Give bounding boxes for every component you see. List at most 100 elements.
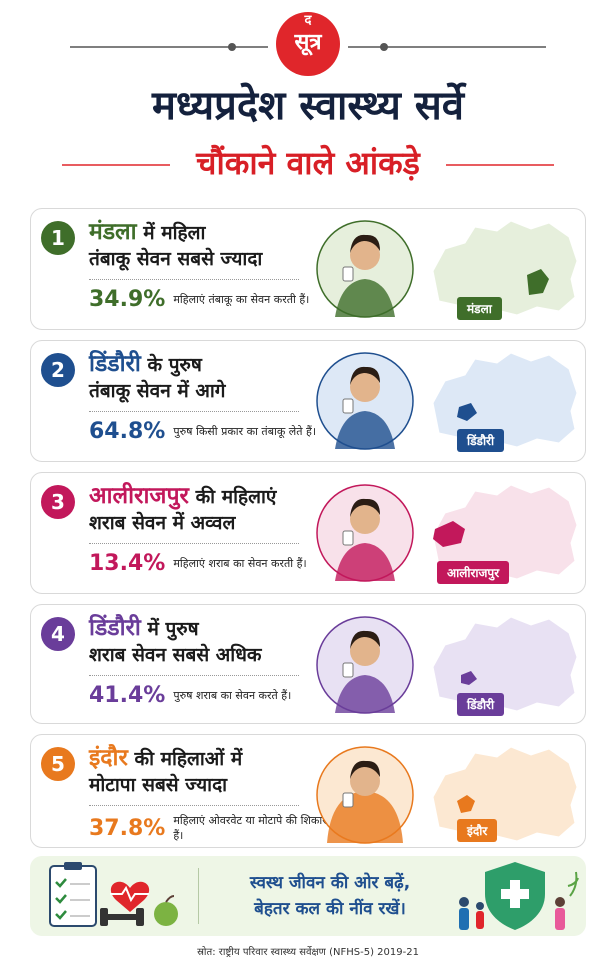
state-outline xyxy=(432,352,578,448)
person-body xyxy=(335,411,395,449)
slogan-line: बेहतर कल की नींव रखें। xyxy=(254,899,406,919)
separator xyxy=(89,411,299,412)
heading-rest: की महिलाओं में xyxy=(134,748,243,770)
stat-value: 34.9% xyxy=(89,287,166,312)
person-head xyxy=(350,372,380,402)
person-hair xyxy=(350,234,380,253)
separator xyxy=(89,279,299,280)
stat-text: पुरुष शराब का सेवन करते हैं। xyxy=(173,689,292,702)
card-heading: इंदौर की महिलाओं में मोटापा सबसे ज्यादा xyxy=(89,745,242,798)
stat-value: 64.8% xyxy=(89,419,166,444)
place: डिंडौरी xyxy=(89,351,141,377)
card-number: 1 xyxy=(41,221,75,255)
heading-line: शराब सेवन सबसे अधिक xyxy=(89,644,262,666)
stat-text: पुरुष किसी प्रकार का तंबाकू लेते हैं। xyxy=(173,425,317,438)
health-icons xyxy=(49,862,178,927)
map-label: आलीराजपुर xyxy=(437,561,510,584)
divider xyxy=(198,868,199,924)
person-hair xyxy=(350,760,380,779)
person-head xyxy=(350,504,380,534)
card-heading: आलीराजपुर की महिलाएं शराब सेवन में अव्वल xyxy=(89,483,276,536)
district xyxy=(433,521,465,547)
illustration xyxy=(316,220,414,318)
heading-line: मंडला में महिला xyxy=(89,219,262,246)
card: 5 इंदौर की महिलाओं में मोटापा सबसे ज्यादा 3… xyxy=(30,734,586,848)
stat-text: महिलाएं तंबाकू का सेवन करती हैं। xyxy=(173,293,310,306)
state-outline xyxy=(432,220,578,316)
logo-main: सूत्र xyxy=(294,30,322,55)
map: डिंडौरी xyxy=(427,347,583,455)
stat-value: 41.4% xyxy=(89,683,166,708)
card-number: 2 xyxy=(41,353,75,387)
heading-line: डिंडौरी में पुरुष xyxy=(89,615,262,642)
card-heading: मंडला में महिला तंबाकू सेवन सबसे ज्यादा xyxy=(89,219,262,272)
card-number: 3 xyxy=(41,485,75,519)
card: 2 डिंडौरी के पुरुष तंबाकू सेवन में आगे 64.8… xyxy=(30,340,586,462)
heading-rest: में महिला xyxy=(143,222,206,244)
map-shape xyxy=(432,484,578,580)
place: इंदौर xyxy=(89,745,128,771)
cup xyxy=(342,530,354,546)
district xyxy=(457,795,475,813)
subtitle: चौंकाने वाले आंकड़े xyxy=(196,144,420,182)
map-shape xyxy=(432,746,578,842)
slogan: स्वस्थ जीवन की ओर बढ़ें, बेहतर कल की नीं… xyxy=(230,870,430,922)
map-label: मंडला xyxy=(457,297,502,320)
heading-rest: के पुरुष xyxy=(147,354,202,376)
person-head xyxy=(350,240,380,270)
cup xyxy=(342,398,354,414)
state-outline xyxy=(432,746,578,842)
stat: 13.4% महिलाएं शराब का सेवन करती हैं। xyxy=(89,551,307,576)
illustration xyxy=(316,616,414,714)
person-body xyxy=(335,279,395,317)
source: स्रोत: राष्ट्रीय परिवार स्वास्थ्य सर्वेक… xyxy=(197,947,419,958)
illustration xyxy=(316,746,414,844)
card-heading: डिंडौरी के पुरुष तंबाकू सेवन में आगे xyxy=(89,351,225,404)
map: मंडला xyxy=(427,215,583,323)
district xyxy=(457,403,477,421)
map-label: डिंडौरी xyxy=(457,429,505,452)
cup xyxy=(342,266,354,282)
cup xyxy=(342,662,354,678)
heading-line: मोटापा सबसे ज्यादा xyxy=(89,774,228,796)
map-label: डिंडौरी xyxy=(457,693,505,716)
heading-rest: में पुरुष xyxy=(147,618,199,640)
stat-text: महिलाएं ओवरवेट या मोटापे की शिकार हैं। xyxy=(173,814,327,842)
cup xyxy=(342,792,354,808)
stat-value: 37.8% xyxy=(89,815,166,841)
heading-line: तंबाकू सेवन में आगे xyxy=(89,380,226,402)
map-shape xyxy=(432,220,578,316)
separator xyxy=(89,805,299,806)
card-number: 4 xyxy=(41,617,75,651)
map: डिंडौरी xyxy=(427,611,583,719)
family-shield xyxy=(459,862,579,930)
card-heading: डिंडौरी में पुरुष शराब सेवन सबसे अधिक xyxy=(89,615,262,668)
person-hair xyxy=(350,498,380,517)
stat: 37.8% महिलाएं ओवरवेट या मोटापे की शिकार ह… xyxy=(89,813,333,843)
map-label: इंदौर xyxy=(457,819,498,842)
person-hair xyxy=(350,630,380,649)
title: मध्यप्रदेश स्वास्थ्य सर्वे xyxy=(151,83,465,129)
place: मंडला xyxy=(89,219,137,245)
stat-text: महिलाएं शराब का सेवन करती हैं। xyxy=(173,557,307,570)
place: आलीराजपुर xyxy=(89,483,189,509)
person-body xyxy=(335,675,395,713)
place: डिंडौरी xyxy=(89,615,141,641)
card: 4 डिंडौरी में पुरुष शराब सेवन सबसे अधिक 41.… xyxy=(30,604,586,724)
heading-line: डिंडौरी के पुरुष xyxy=(89,351,225,378)
illustration xyxy=(316,352,414,450)
map: इंदौर xyxy=(427,741,583,849)
stat-value: 13.4% xyxy=(89,551,166,576)
heading-line: आलीराजपुर की महिलाएं xyxy=(89,483,276,510)
district xyxy=(527,269,549,295)
heading-line: तंबाकू सेवन सबसे ज्यादा xyxy=(89,248,263,270)
footer-banner: स्वस्थ जीवन की ओर बढ़ें, बेहतर कल की नीं… xyxy=(30,856,586,936)
heading-rest: की महिलाएं xyxy=(195,486,277,508)
map-shape xyxy=(432,616,578,712)
state-outline xyxy=(432,616,578,712)
card-number: 5 xyxy=(41,747,75,781)
card: 3 आलीराजपुर की महिलाएं शराब सेवन में अव्वल… xyxy=(30,472,586,594)
illustration xyxy=(316,484,414,582)
heading-line: इंदौर की महिलाओं में xyxy=(89,745,242,772)
